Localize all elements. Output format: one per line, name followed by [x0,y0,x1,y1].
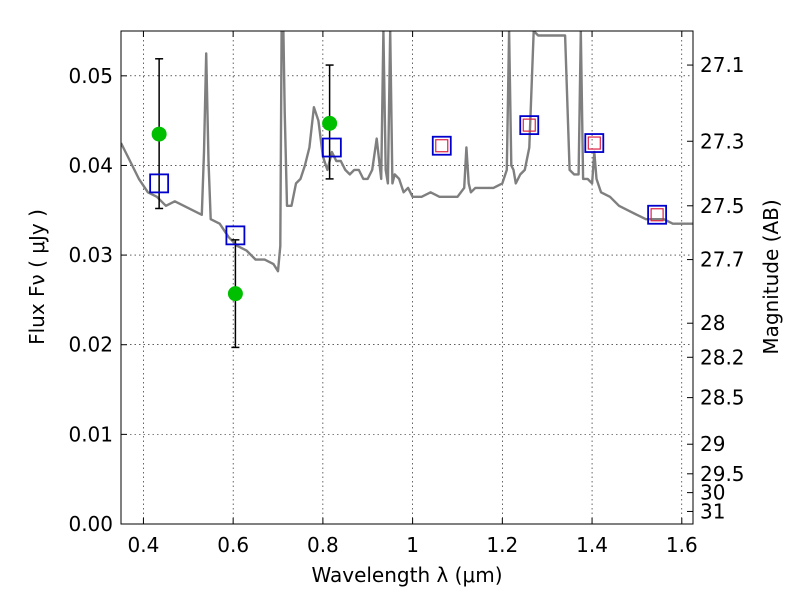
observed-point [227,286,243,302]
y2-tick-label: 29.5 [700,462,745,486]
observed-point [322,115,338,131]
y-tick-label: 0.00 [68,512,113,536]
y2-tick-label: 30 [700,481,725,505]
spectrum-line [121,31,693,273]
model-box [225,225,246,246]
model-box [431,135,452,156]
x-tick-label: 0.8 [307,533,339,557]
y2-tick-label: 28.5 [700,386,745,410]
x-tick-label: 0.4 [128,533,160,557]
y2-tick-label: 29 [700,432,725,456]
y-tick-label: 0.03 [68,243,113,267]
model-box [584,133,605,153]
y2-tick-label: 27.3 [700,129,745,153]
plot-area [121,31,693,349]
y-tick-label: 0.02 [68,333,113,357]
y-tick-label: 0.01 [68,422,113,446]
x-tick-label: 0.6 [217,533,249,557]
model-box [519,115,540,136]
y-tick-label: 0.04 [68,153,113,177]
x-tick-label: 1.6 [666,533,698,557]
observed-point [151,126,167,142]
y2-axis-label: Magnitude (AB) [759,199,783,354]
errorbar-layer [149,58,668,349]
y2-tick-label: 28.2 [700,345,745,369]
x-axis-label: Wavelength λ (μm) [311,563,502,587]
inner-box [650,208,664,222]
x-tick-label: 1 [406,533,419,557]
model-box [149,173,170,194]
model-box [647,204,668,225]
data-layer [121,31,693,273]
y-axis-ticks: 0.00 0.01 0.02 0.03 0.04 0.05 [68,64,127,536]
y2-tick-label: 28 [700,311,725,335]
y2-tick-label: 27.7 [700,248,745,272]
inner-box [522,118,536,132]
x-axis-ticks: 0.4 0.6 0.8 1 1.2 1.4 1.6 [128,31,698,557]
model-box [321,137,342,158]
y-tick-label: 0.05 [68,64,113,88]
plot-frame [120,30,694,525]
inner-box [435,139,449,153]
inner-box [587,136,601,150]
y2-tick-label: 31 [700,499,725,523]
y-axis-label: Flux Fν ( μJy ) [25,209,49,345]
y2-tick-label: 27.1 [700,53,745,77]
y2-tick-label: 27.5 [700,194,745,218]
grid-lines [121,31,693,525]
x-tick-label: 1.2 [486,533,518,557]
x-tick-label: 1.4 [576,533,608,557]
